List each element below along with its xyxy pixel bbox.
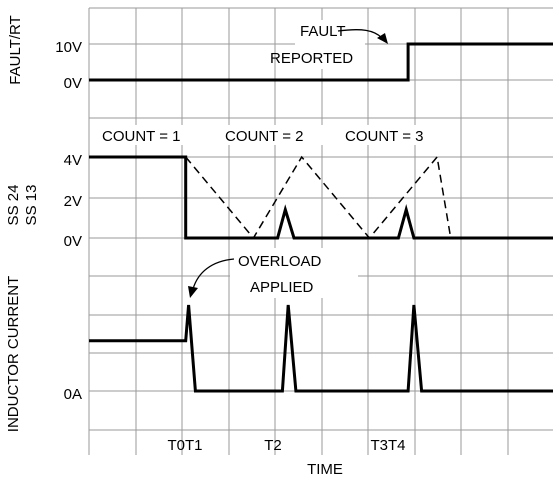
y-label-fault: FAULT/RT: [7, 15, 24, 84]
overload-arrowhead: [188, 286, 198, 298]
count-1-label: COUNT = 1: [102, 128, 181, 145]
signal-traces: [89, 42, 553, 393]
fault-annotation-line2: REPORTED: [270, 50, 353, 67]
y-tick-0a: 0A: [64, 386, 82, 403]
fault-arrowhead: [377, 33, 388, 44]
overload-annotation-line2: APPLIED: [250, 279, 314, 296]
overload-annotation-line1: OVERLOAD: [238, 253, 322, 270]
overload-annotation-background: [230, 248, 358, 298]
y-tick-10v: 10V: [55, 39, 82, 56]
x-axis-label: TIME: [307, 461, 343, 478]
x-tick-t3t4: T3T4: [370, 437, 405, 454]
count-3-label: COUNT = 3: [345, 128, 424, 145]
count-labels-background: [96, 125, 456, 145]
y-label-ss13: SS 13: [23, 185, 40, 226]
count-2-label: COUNT = 2: [225, 128, 304, 145]
trace-current-0: [89, 304, 553, 393]
trace-fault-0: [89, 42, 553, 82]
y-tick-4v: 4V: [64, 152, 82, 169]
fault-arrow: [337, 29, 383, 39]
y-label-ss24: SS 24: [5, 185, 22, 226]
y-label-inductor-current: INDUCTOR CURRENT: [5, 276, 22, 432]
overload-arrow: [192, 258, 235, 290]
x-tick-t2: T2: [264, 437, 282, 454]
trace-ss-1: [185, 155, 452, 240]
fault-annotation-background: [295, 20, 365, 69]
grid: [88, 7, 553, 455]
x-tick-t0t1: T0T1: [167, 437, 202, 454]
fault-annotation-line1: FAULT: [300, 23, 346, 40]
y-tick-0v-fault: 0V: [64, 75, 82, 92]
y-tick-0v-ss: 0V: [64, 233, 82, 250]
trace-ss-0: [89, 155, 553, 240]
y-tick-2v: 2V: [64, 193, 82, 210]
